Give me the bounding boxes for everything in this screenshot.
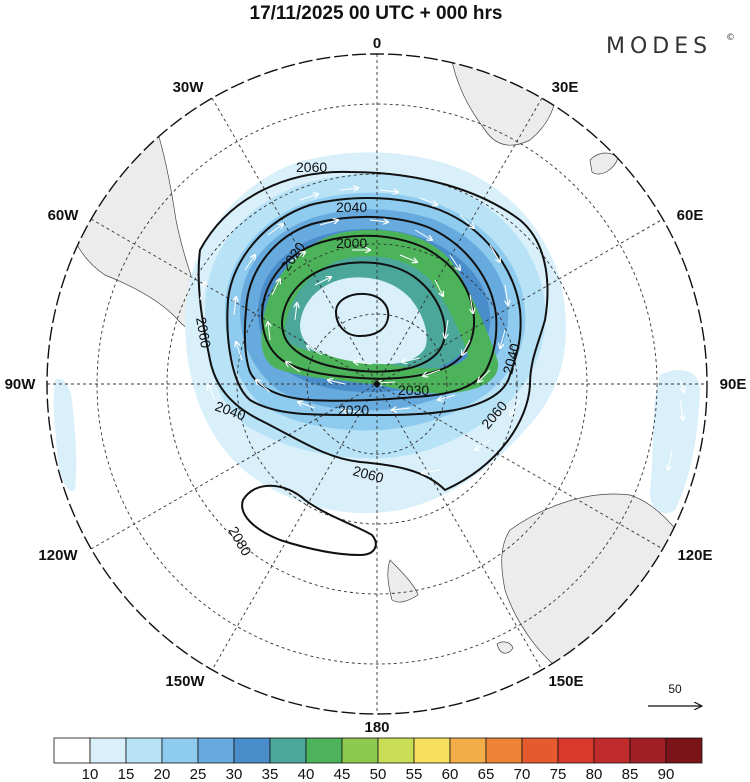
- colorbar-box: [269, 737, 307, 764]
- height-contours: [197, 170, 549, 557]
- map-title: 17/11/2025 00 UTC + 000 hrs: [250, 3, 503, 24]
- colorbar-tick-label: 20: [154, 766, 171, 782]
- lon-label-90w: 90W: [5, 376, 37, 393]
- land-tasmania: [496, 641, 514, 654]
- colorbar-box: [377, 737, 415, 764]
- lon-label-30w: 30W: [173, 79, 205, 96]
- colorbar-box: [305, 737, 343, 764]
- colorbar-tick-label: 10: [82, 766, 99, 782]
- brand-logo: MODES ©: [606, 33, 735, 59]
- colorbar-tick-label: 70: [514, 766, 531, 782]
- colorbar-tick-label: 30: [226, 766, 243, 782]
- contour-label: 2030: [398, 382, 429, 398]
- colorbar-box: [413, 737, 451, 764]
- lon-label-120w: 120W: [38, 547, 78, 564]
- lon-label-120e: 120E: [677, 547, 712, 564]
- lon-label-90e: 90E: [720, 376, 747, 393]
- colorbar-tick-label: 45: [334, 766, 351, 782]
- colorbar-box: [125, 737, 163, 764]
- colorbar-ticks: 10 15 20 25 30 35 40 45 50 55 60 65 70 75 80 85 90: [82, 766, 675, 782]
- colorbar-tick-label: 60: [442, 766, 459, 782]
- contour-label: 2020: [338, 402, 369, 418]
- colorbar-box: [629, 737, 667, 764]
- contour-label: 2060: [296, 159, 327, 175]
- colorbar-tick-label: 80: [586, 766, 603, 782]
- colorbar-box: [53, 737, 91, 764]
- lon-label-150w: 150W: [165, 673, 205, 690]
- contour-2020: [243, 215, 498, 402]
- colorbar-box: [485, 737, 523, 764]
- contour-label: 2060: [193, 316, 214, 350]
- colorbar-tick-label: 35: [262, 766, 279, 782]
- colorbar-box: [233, 737, 271, 764]
- brand-mark: ©: [726, 33, 735, 43]
- wind-vectors: [199, 188, 684, 473]
- colorbar-box: [665, 737, 703, 764]
- lon-label-150e: 150E: [548, 673, 583, 690]
- speed-inner-light: [300, 277, 427, 365]
- colorbar-box: [557, 737, 595, 764]
- contour-2000-inner: [280, 261, 447, 373]
- contour-label: 2040: [499, 341, 523, 375]
- contour-label: 2040: [336, 199, 367, 215]
- contour-core-loop: [334, 292, 390, 338]
- lon-label-0: 0: [373, 35, 381, 52]
- lon-label-60w: 60W: [48, 207, 80, 224]
- colorbar-box: [341, 737, 379, 764]
- longitude-labels: 0 30E 60E 90E 120E 150E 180 150W 120W 90…: [5, 35, 747, 736]
- lon-label-180: 180: [364, 719, 389, 736]
- colorbar-tick-label: 65: [478, 766, 495, 782]
- colorbar-box: [161, 737, 199, 764]
- colorbar: 10 15 20 25 30 35 40 45 50 55 60 65 70 75 80 85 90: [53, 737, 703, 782]
- colorbar-tick-label: 55: [406, 766, 423, 782]
- contour-2080: [241, 484, 377, 557]
- contour-2060-outer: [197, 170, 549, 492]
- colorbar-box: [593, 737, 631, 764]
- contour-2000: [260, 234, 476, 380]
- map-boundary: [46, 53, 708, 715]
- colorbar-tick-label: 25: [190, 766, 207, 782]
- reference-vector-label: 50: [668, 682, 682, 696]
- pole-marker: [373, 380, 381, 388]
- reference-vector: 50: [648, 682, 702, 706]
- speed-band-15-east: [649, 370, 700, 514]
- colorbar-box: [89, 737, 127, 764]
- contour-2040: [226, 197, 522, 417]
- colorbar-tick-label: 15: [118, 766, 135, 782]
- colorbar-box: [521, 737, 559, 764]
- colorbar-tick-label: 50: [370, 766, 387, 782]
- colorbar-tick-label: 40: [298, 766, 315, 782]
- colorbar-tick-label: 85: [622, 766, 639, 782]
- colorbar-boxes: [53, 737, 703, 764]
- speed-band-45: [261, 229, 499, 394]
- colorbar-box: [197, 737, 235, 764]
- contour-label: 2000: [336, 235, 367, 251]
- colorbar-tick-label: 75: [550, 766, 567, 782]
- lon-label-60e: 60E: [677, 207, 704, 224]
- contour-label: 2060: [351, 462, 385, 486]
- colorbar-box: [449, 737, 487, 764]
- speed-band-15-west: [53, 378, 77, 491]
- brand-name: MODES: [606, 34, 712, 59]
- map-disc: [47, 54, 707, 714]
- colorbar-tick-label: 90: [658, 766, 675, 782]
- lon-label-30e: 30E: [552, 79, 579, 96]
